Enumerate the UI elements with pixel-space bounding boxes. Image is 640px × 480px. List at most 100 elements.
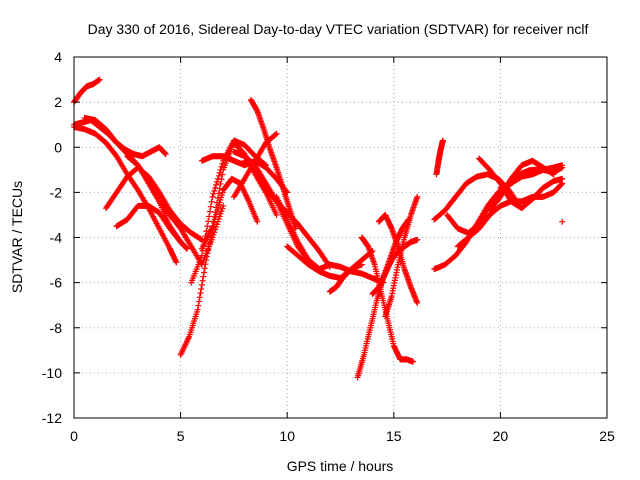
data-point	[201, 269, 208, 276]
data-point	[414, 193, 421, 200]
x-tick-label: 10	[279, 428, 295, 444]
series-arc-24	[433, 137, 446, 178]
data-point	[173, 259, 180, 266]
data-point	[558, 181, 565, 188]
data-point	[214, 195, 221, 202]
data-point	[96, 76, 103, 83]
series-arc-31	[497, 162, 566, 191]
series-arc-32	[559, 218, 566, 225]
data-point	[214, 199, 221, 206]
data-point	[218, 208, 225, 215]
data-point	[196, 294, 203, 301]
x-tick-label: 15	[386, 428, 402, 444]
data-point	[198, 252, 205, 259]
data-point	[205, 246, 212, 253]
data-point	[198, 286, 205, 293]
data-point	[414, 236, 421, 243]
chart-title: Day 330 of 2016, Sidereal Day-to-day VTE…	[88, 21, 589, 37]
data-point	[198, 281, 205, 288]
series-arc-03	[71, 123, 180, 266]
data-point	[213, 204, 220, 211]
data-point	[213, 181, 220, 188]
data-point	[409, 358, 416, 365]
data-point	[213, 223, 220, 230]
data-point	[194, 306, 201, 313]
data-point	[207, 203, 214, 210]
data-point	[195, 302, 202, 309]
y-tick-label: -12	[42, 410, 62, 426]
y-tick-label: 4	[54, 49, 62, 65]
y-tick-label: -8	[50, 320, 63, 336]
data-point	[272, 131, 279, 138]
y-tick-label: -4	[50, 230, 63, 246]
data-point	[204, 223, 211, 230]
data-point	[162, 151, 169, 158]
data-point	[211, 213, 218, 220]
data-point	[559, 218, 566, 225]
y-tick-label: 0	[54, 139, 62, 155]
data-points	[71, 76, 566, 381]
data-point	[216, 185, 223, 192]
x-axis-label: GPS time / hours	[287, 458, 394, 474]
series-arc-20	[358, 234, 416, 365]
data-point	[206, 240, 213, 247]
y-axis-label: SDTVAR / TECUs	[9, 181, 25, 293]
data-point	[220, 202, 227, 209]
data-point	[559, 175, 566, 182]
data-point	[559, 162, 566, 169]
data-point	[203, 228, 210, 235]
data-point	[199, 277, 206, 284]
data-point	[214, 178, 221, 185]
x-tick-label: 20	[493, 428, 509, 444]
x-tick-label: 25	[599, 428, 615, 444]
data-point	[200, 273, 207, 280]
data-point	[215, 190, 222, 197]
data-point	[215, 172, 222, 179]
x-tick-label: 0	[70, 428, 78, 444]
series-arc-01	[71, 76, 103, 106]
y-tick-label: -2	[50, 184, 63, 200]
data-point	[197, 290, 204, 297]
axis-ticks: 0 5 10 15 20 25 -12 -10 -8 -6 -4 -2 0 2 4	[42, 49, 615, 444]
data-point	[196, 298, 203, 305]
data-point	[210, 190, 217, 197]
y-tick-label: -6	[50, 275, 63, 291]
series-arc-29	[476, 155, 566, 212]
data-point	[217, 210, 224, 217]
data-point	[212, 184, 219, 191]
data-point	[206, 243, 213, 250]
series-arc-30	[486, 157, 557, 214]
y-tick-label: -10	[42, 365, 62, 381]
data-point	[219, 171, 226, 178]
data-point	[254, 218, 261, 225]
series-arc-23	[382, 193, 421, 320]
data-point	[208, 198, 215, 205]
data-point	[204, 250, 211, 257]
data-point	[414, 299, 421, 306]
data-point	[273, 130, 280, 137]
data-point	[183, 245, 190, 252]
data-point	[209, 223, 216, 230]
data-point	[201, 265, 208, 272]
x-tick-label: 5	[177, 428, 185, 444]
data-point	[439, 137, 446, 144]
data-point	[218, 163, 225, 170]
series-arc-15	[230, 130, 280, 200]
data-point	[212, 209, 219, 216]
data-point	[202, 261, 209, 268]
data-point	[218, 176, 225, 183]
y-tick-label: 2	[54, 94, 62, 110]
data-point	[273, 211, 280, 218]
data-point	[550, 171, 557, 178]
series-arc-18	[326, 261, 365, 295]
data-point	[219, 205, 226, 212]
data-point	[209, 193, 216, 200]
data-point	[203, 253, 210, 260]
data-point	[203, 257, 210, 264]
data-point	[206, 208, 213, 215]
data-point	[206, 213, 213, 220]
data-point	[217, 180, 224, 187]
series-arc-06	[113, 202, 190, 252]
